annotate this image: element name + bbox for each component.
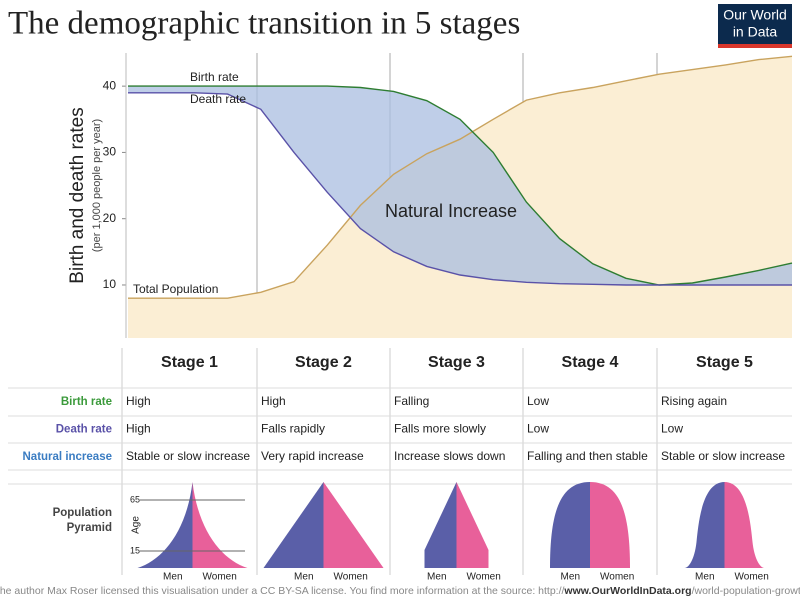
cell: Falling and then stable — [527, 449, 648, 463]
annotation: Natural Increase — [385, 201, 517, 221]
table: Stage 1 Stage 2 Stage 3 Stage 4 Stage 5 Birth… — [8, 348, 792, 583]
pyramid-women — [456, 482, 489, 568]
logo-box — [718, 4, 792, 48]
row-label: Pyramid — [67, 522, 112, 534]
y-tick-label: 20 — [103, 211, 117, 225]
footer-text: The author Max Roser licensed this visua… — [0, 585, 565, 597]
age-label: 15 — [130, 545, 140, 555]
pyramid-men — [550, 482, 590, 568]
stage-header: Stage 5 — [696, 354, 753, 371]
pyramid-women — [323, 482, 384, 568]
pyramid-men-label: Men — [163, 572, 182, 583]
age-label: 65 — [130, 494, 140, 504]
stage-header: Stage 2 — [295, 354, 352, 371]
cell: Very rapid increase — [261, 449, 364, 463]
pyramid-men-label: Men — [427, 572, 446, 583]
footer: The author Max Roser licensed this visua… — [0, 585, 800, 597]
stage-header: Stage 3 — [428, 354, 485, 371]
pyramid-women — [192, 482, 248, 568]
pyramid-men-label: Men — [561, 572, 580, 583]
y-axis-subtitle: (per 1,000 people per year) — [91, 119, 103, 252]
pyramid-women — [590, 482, 630, 568]
pyramid-men — [684, 482, 725, 568]
logo-text: in Data — [733, 24, 778, 40]
cell: Falls rapidly — [261, 422, 325, 436]
pyramid-men — [424, 482, 457, 568]
pyramid-women-label: Women — [467, 572, 501, 583]
series-line — [128, 55, 793, 299]
cell: Low — [527, 394, 549, 408]
series-label: Birth rate — [190, 70, 239, 84]
cell: Increase slows down — [394, 449, 505, 463]
pyramid-women-label: Women — [600, 572, 634, 583]
y-tick-label: 30 — [103, 145, 117, 159]
y-tick-label: 10 — [103, 277, 117, 291]
cell: High — [126, 422, 151, 436]
cell: Falls more slowly — [394, 422, 486, 436]
row-label: Death rate — [56, 424, 112, 436]
plot: 10 20 30 40 Birth and death rates (per 1,000 … — [67, 53, 793, 339]
cell: Low — [661, 422, 683, 436]
pyramid-men-label: Men — [695, 572, 714, 583]
row-label: Natural increase — [23, 451, 113, 463]
y-axis-title: Birth and death rates — [67, 107, 88, 283]
title: The demographic transition in 5 stages — [8, 6, 520, 42]
pyramid-women — [724, 482, 765, 568]
pyramid-men-label: Men — [294, 572, 313, 583]
logo-bar — [718, 44, 792, 48]
cell: Stable or slow increase — [661, 449, 785, 463]
series-line — [128, 85, 793, 286]
pyramid-women-label: Women — [203, 572, 237, 583]
series-label: Death rate — [190, 92, 246, 106]
stage-header: Stage 4 — [562, 354, 619, 371]
y-tick-label: 40 — [103, 78, 117, 92]
logo-text: Our World — [723, 7, 787, 23]
stage-header: Stage 1 — [161, 354, 218, 371]
cell: Falling — [394, 394, 429, 408]
age-axis-label: Age — [131, 516, 142, 534]
pyramid-women-label: Women — [735, 572, 769, 583]
footer-text: /world-population-growth — [692, 585, 800, 597]
row-label: Population — [53, 507, 112, 519]
pyramid-men — [137, 482, 193, 568]
cell: Stable or slow increase — [126, 449, 250, 463]
footer-link: www.OurWorldInData.org — [563, 585, 691, 597]
cell: Rising again — [661, 394, 727, 408]
cell: Low — [527, 422, 549, 436]
natural-increase-area — [128, 86, 792, 285]
series-line — [128, 92, 792, 286]
row-label: Birth rate — [61, 396, 112, 408]
pyramid-men — [263, 482, 324, 568]
pyramid-women-label: Women — [334, 572, 368, 583]
cell: High — [261, 394, 286, 408]
series-label: Total Population — [133, 282, 218, 296]
cell: High — [126, 394, 151, 408]
